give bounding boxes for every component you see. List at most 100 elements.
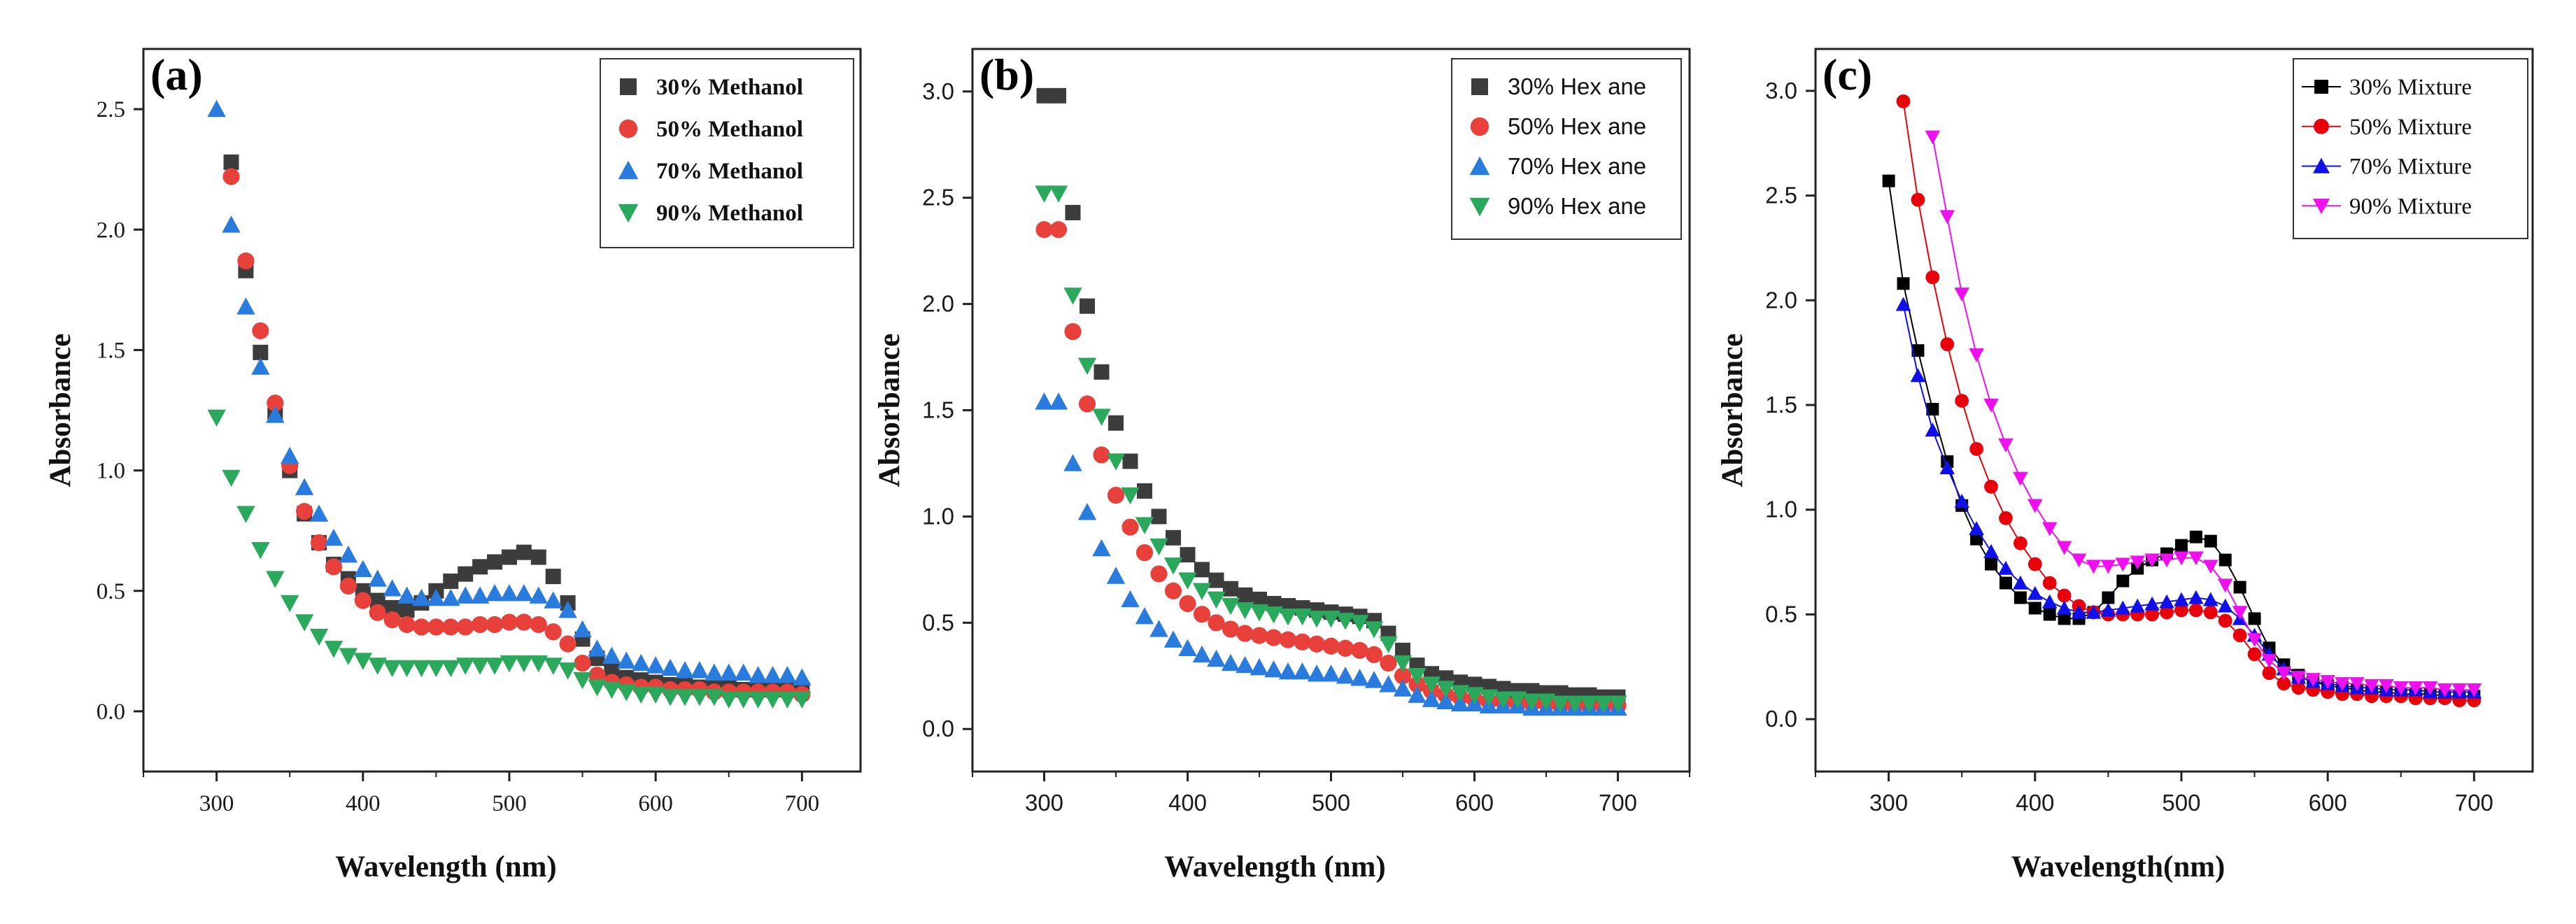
- data-point: [1940, 337, 1955, 352]
- y-tick-label: 1.0: [922, 503, 954, 529]
- data-point: [1221, 653, 1240, 671]
- x-tick-label: 600: [638, 791, 673, 816]
- data-point: [1180, 547, 1196, 563]
- legend-label: 50% Hex ane: [1508, 113, 1646, 139]
- data-point: [251, 541, 270, 560]
- series-2: [1895, 297, 2482, 699]
- data-point: [2013, 536, 2027, 550]
- data-point: [1895, 297, 1911, 311]
- data-point: [222, 469, 241, 488]
- data-point: [500, 655, 519, 673]
- data-point: [1364, 671, 1384, 688]
- data-point: [1137, 483, 1152, 499]
- data-point: [1408, 668, 1427, 685]
- x-tick-label: 400: [1168, 790, 1207, 816]
- plot-frame: [1814, 48, 2534, 773]
- data-point: [2071, 553, 2087, 568]
- data-point: [1955, 394, 1969, 408]
- data-point: [734, 663, 753, 681]
- data-point: [2100, 560, 2116, 574]
- data-point: [1294, 633, 1311, 651]
- data-point: [1939, 210, 1955, 225]
- y-tick-label: 0.0: [922, 716, 954, 741]
- y-tick-label: 0.0: [97, 699, 125, 725]
- data-point: [1252, 591, 1267, 607]
- data-point: [749, 666, 767, 683]
- data-point: [2204, 534, 2217, 548]
- data-point: [2202, 592, 2218, 606]
- data-point: [1998, 438, 2014, 453]
- data-point: [1193, 606, 1211, 623]
- data-point: [354, 592, 371, 609]
- data-point: [2102, 591, 2115, 604]
- data-point: [1092, 408, 1111, 426]
- data-point: [1107, 486, 1125, 504]
- y-tick-label: 2.0: [1765, 287, 1797, 313]
- data-point: [1278, 662, 1298, 680]
- panel-b: 300 400 500 600 700 0.0 0.5 1.0 1.5 2.0 2.5 3.0 Wave…: [873, 48, 1691, 883]
- data-point: [2013, 575, 2028, 590]
- data-point: [456, 586, 475, 604]
- data-point: [1178, 572, 1197, 590]
- data-point: [1078, 395, 1096, 413]
- data-point: [1149, 538, 1168, 556]
- data-point: [2159, 594, 2174, 609]
- data-point: [324, 641, 344, 658]
- data-point: [2248, 612, 2261, 625]
- data-point: [1551, 695, 1570, 713]
- data-point: [1508, 691, 1527, 709]
- data-point: [778, 691, 797, 709]
- data-point: [793, 668, 812, 685]
- data-point: [369, 592, 385, 609]
- x-tick-label: 600: [1455, 790, 1494, 816]
- data-point: [1351, 641, 1368, 659]
- data-point: [588, 679, 607, 697]
- data-point: [1250, 627, 1268, 644]
- data-point: [1035, 392, 1054, 410]
- data-point: [2086, 560, 2102, 574]
- data-point: [2349, 677, 2365, 692]
- series-0: [1882, 174, 2481, 703]
- data-point: [442, 618, 460, 636]
- legend-label: 30% Mixture: [2349, 75, 2472, 100]
- data-point: [1394, 667, 1412, 685]
- data-point: [1135, 607, 1154, 625]
- legend-marker: [2314, 118, 2329, 134]
- data-point: [1910, 368, 1926, 383]
- data-point: [2042, 576, 2057, 590]
- data-point: [604, 662, 620, 678]
- data-point: [398, 616, 416, 634]
- data-point: [1536, 693, 1556, 711]
- data-point: [1308, 635, 1326, 653]
- data-point: [1999, 576, 2012, 590]
- data-point: [544, 591, 562, 609]
- data-point: [1954, 493, 1969, 508]
- data-point: [2086, 604, 2102, 619]
- data-point: [1106, 567, 1126, 584]
- legend-marker: [620, 78, 637, 95]
- data-point: [2056, 600, 2072, 615]
- data-point: [719, 691, 738, 709]
- data-point: [1049, 392, 1068, 410]
- data-point: [1450, 694, 1470, 711]
- data-point: [339, 648, 358, 665]
- data-point: [529, 655, 548, 673]
- data-point: [1264, 660, 1283, 678]
- data-point: [427, 588, 446, 606]
- data-point: [1236, 602, 1254, 620]
- data-point: [690, 661, 709, 678]
- data-point: [2291, 681, 2306, 695]
- y-tick-label: 0.5: [1765, 601, 1797, 627]
- data-point: [223, 154, 239, 170]
- data-point: [207, 99, 226, 118]
- data-point: [485, 583, 504, 602]
- data-point: [339, 545, 358, 563]
- data-point: [1178, 639, 1197, 657]
- data-point: [383, 660, 402, 678]
- x-tick-label: 700: [1599, 790, 1637, 816]
- data-point: [2232, 606, 2248, 620]
- data-point: [2364, 679, 2379, 694]
- legend-label: 70% Hex ane: [1508, 153, 1646, 179]
- data-point: [1192, 583, 1212, 600]
- data-point: [2291, 671, 2307, 685]
